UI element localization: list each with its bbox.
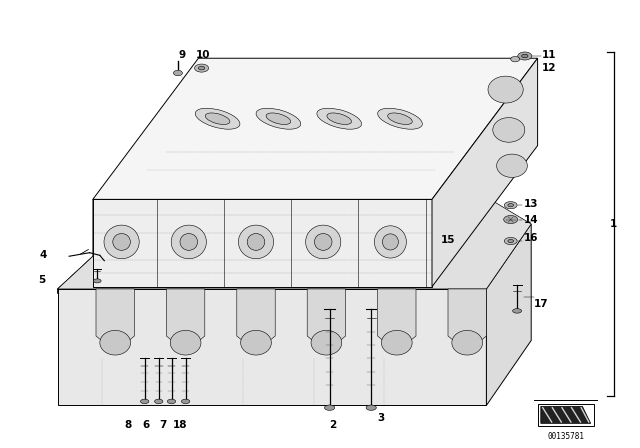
Ellipse shape <box>311 331 342 355</box>
Ellipse shape <box>173 70 182 76</box>
Ellipse shape <box>195 64 209 72</box>
Ellipse shape <box>182 399 189 404</box>
Polygon shape <box>58 197 157 289</box>
Ellipse shape <box>155 399 163 404</box>
Ellipse shape <box>383 234 398 250</box>
Polygon shape <box>93 58 538 199</box>
Ellipse shape <box>381 331 412 355</box>
Ellipse shape <box>324 405 335 410</box>
Polygon shape <box>166 289 205 352</box>
Ellipse shape <box>241 331 271 355</box>
Ellipse shape <box>452 331 483 355</box>
Text: 5: 5 <box>38 275 45 285</box>
Text: 2: 2 <box>329 420 337 430</box>
Ellipse shape <box>100 331 131 355</box>
Ellipse shape <box>314 233 332 250</box>
Text: 18: 18 <box>173 420 188 430</box>
Ellipse shape <box>504 202 517 209</box>
Ellipse shape <box>180 233 198 250</box>
Polygon shape <box>58 197 486 289</box>
Ellipse shape <box>205 113 230 125</box>
Ellipse shape <box>378 108 422 129</box>
Text: 3: 3 <box>377 413 385 422</box>
Text: 15: 15 <box>441 235 455 245</box>
Ellipse shape <box>256 108 301 129</box>
Ellipse shape <box>266 113 291 125</box>
Text: 7: 7 <box>159 420 166 430</box>
Polygon shape <box>486 224 531 405</box>
Ellipse shape <box>195 108 240 129</box>
Ellipse shape <box>327 113 351 125</box>
Text: 4: 4 <box>40 250 47 260</box>
Ellipse shape <box>488 76 524 103</box>
Polygon shape <box>378 289 416 352</box>
Text: 1: 1 <box>609 219 617 229</box>
Ellipse shape <box>168 399 175 404</box>
Polygon shape <box>237 289 275 352</box>
Ellipse shape <box>497 154 527 177</box>
Ellipse shape <box>306 225 341 258</box>
Text: 8: 8 <box>124 420 132 430</box>
Polygon shape <box>58 289 486 309</box>
Ellipse shape <box>247 233 265 250</box>
Ellipse shape <box>239 225 274 258</box>
Ellipse shape <box>493 117 525 142</box>
Ellipse shape <box>172 225 206 258</box>
Polygon shape <box>307 289 346 352</box>
Text: 16: 16 <box>524 233 538 243</box>
Polygon shape <box>96 289 134 352</box>
Text: 17: 17 <box>534 299 548 309</box>
Text: 12: 12 <box>542 63 556 73</box>
Text: 00135781: 00135781 <box>547 432 584 441</box>
Text: 14: 14 <box>524 215 538 224</box>
Ellipse shape <box>113 233 131 250</box>
Ellipse shape <box>374 226 406 258</box>
Polygon shape <box>93 199 432 287</box>
Ellipse shape <box>104 225 140 258</box>
Ellipse shape <box>504 215 518 224</box>
Ellipse shape <box>518 52 532 60</box>
Ellipse shape <box>170 331 201 355</box>
Polygon shape <box>432 58 538 287</box>
Text: 9: 9 <box>179 50 186 60</box>
Polygon shape <box>448 289 486 352</box>
Ellipse shape <box>508 239 514 243</box>
Ellipse shape <box>522 54 528 58</box>
Ellipse shape <box>511 56 520 62</box>
Text: 13: 13 <box>524 199 538 209</box>
Ellipse shape <box>508 203 514 207</box>
Bar <box>538 404 594 426</box>
Polygon shape <box>541 406 591 423</box>
Ellipse shape <box>141 399 149 404</box>
Ellipse shape <box>366 405 376 410</box>
Text: 6: 6 <box>142 420 150 430</box>
Text: 11: 11 <box>542 50 556 60</box>
Ellipse shape <box>388 113 412 125</box>
Polygon shape <box>58 289 486 405</box>
Ellipse shape <box>513 309 522 313</box>
Text: 10: 10 <box>196 50 211 60</box>
Ellipse shape <box>198 66 205 70</box>
Ellipse shape <box>317 108 362 129</box>
Polygon shape <box>58 197 531 289</box>
Ellipse shape <box>93 279 101 283</box>
Ellipse shape <box>504 237 517 245</box>
